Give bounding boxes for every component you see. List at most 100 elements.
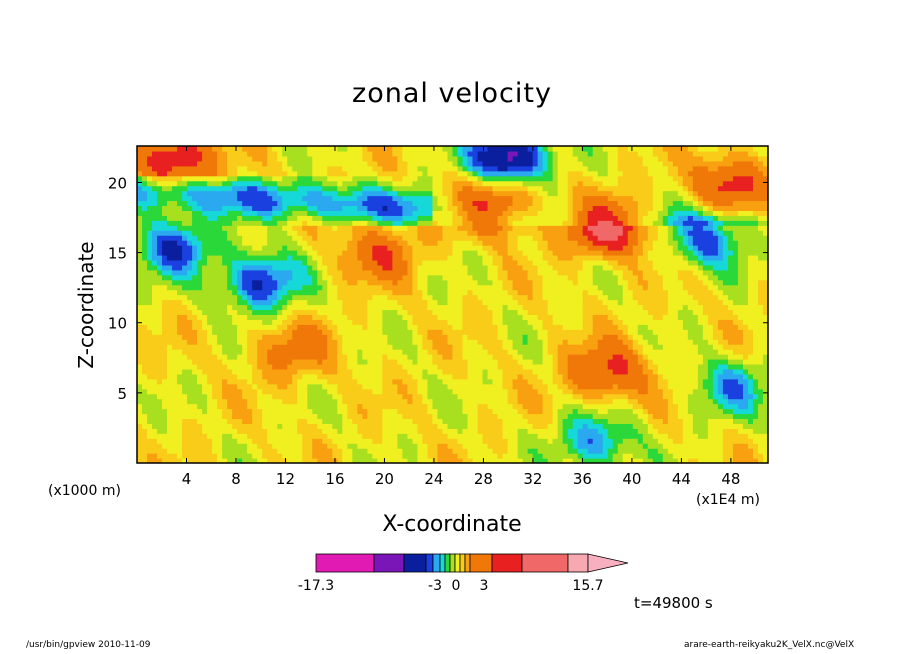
heat-cell: [492, 225, 499, 231]
heat-cell: [312, 304, 318, 311]
heat-cell: [202, 453, 208, 459]
heat-cell: [252, 210, 258, 216]
heat-cell: [307, 413, 313, 420]
heat-cell: [492, 438, 499, 444]
heat-cell: [342, 274, 348, 281]
heat-cell: [197, 155, 203, 162]
heat-cell: [357, 304, 363, 311]
heat-cell: [377, 175, 383, 182]
heat-cell: [162, 294, 168, 301]
heat-cell: [447, 443, 454, 449]
heat-cell: [227, 264, 233, 271]
heat-cell: [337, 245, 343, 251]
heat-cell: [247, 344, 253, 350]
heat-cell: [337, 220, 343, 226]
heat-cell: [472, 155, 479, 162]
heat-cell: [172, 438, 178, 444]
heat-cell: [312, 215, 318, 221]
heat-cell: [332, 254, 338, 261]
heat-cell: [222, 284, 228, 291]
heat-cell: [247, 150, 253, 157]
heat-cell: [467, 373, 474, 380]
heat-cell: [432, 453, 439, 459]
heat-cell: [332, 279, 338, 286]
heat-cell: [502, 423, 509, 429]
heat-cell: [382, 155, 388, 162]
heat-cell: [157, 269, 163, 276]
heat-cell: [337, 264, 343, 271]
heat-cell: [367, 349, 373, 355]
heat-cell: [442, 254, 449, 261]
heat-cell: [142, 264, 148, 271]
heat-cell: [337, 373, 343, 380]
heat-cell: [382, 200, 388, 207]
heat-cell: [462, 354, 469, 360]
heat-cell: [332, 289, 338, 296]
heat-cell: [397, 344, 404, 350]
heat-cell: [442, 220, 449, 226]
heat-cell: [302, 205, 308, 211]
heat-cell: [372, 190, 378, 197]
heat-cell: [312, 284, 318, 291]
heat-cell: [257, 250, 263, 256]
heat-cell: [452, 314, 459, 320]
heat-cell: [452, 403, 459, 410]
heat-cell: [407, 225, 414, 231]
heat-cell: [277, 349, 283, 355]
heat-cell: [442, 438, 449, 444]
heat-cell: [252, 358, 258, 365]
heat-cell: [402, 170, 409, 177]
heat-cell: [282, 235, 288, 241]
heat-cell: [162, 220, 168, 226]
heat-cell: [387, 215, 394, 221]
heat-cell: [337, 269, 343, 276]
heat-cell: [212, 368, 218, 375]
heat-cell: [242, 393, 248, 400]
heat-cell: [192, 185, 198, 192]
heat-cell: [362, 428, 368, 434]
heat-cell: [307, 299, 313, 306]
heat-cell: [187, 245, 193, 251]
heat-cell: [347, 448, 353, 454]
heat-cell: [162, 230, 168, 236]
heat-cell: [487, 175, 494, 182]
heat-cell: [502, 373, 509, 380]
heat-cell: [472, 388, 479, 395]
heat-cell: [487, 383, 494, 390]
heat-cell: [432, 289, 439, 296]
heat-cell: [272, 160, 278, 167]
heat-cell: [357, 155, 363, 162]
heat-cell: [492, 448, 499, 454]
heat-cell: [262, 304, 268, 311]
heat-cell: [257, 334, 263, 340]
heat-cell: [232, 259, 238, 266]
heat-cell: [187, 289, 193, 296]
heat-cell: [337, 339, 343, 345]
heat-cell: [387, 160, 394, 167]
heat-cell: [462, 155, 469, 162]
heat-cell: [237, 210, 243, 216]
heat-cell: [332, 319, 338, 325]
heat-cell: [347, 155, 353, 162]
heat-cell: [157, 438, 163, 444]
heat-cell: [467, 160, 474, 167]
heat-cell: [252, 245, 258, 251]
heat-cell: [412, 309, 419, 315]
heat-cell: [337, 408, 343, 415]
heat-cell: [162, 170, 168, 177]
heat-cell: [372, 210, 378, 216]
heat-cell: [257, 205, 263, 211]
heat-cell: [437, 438, 444, 444]
heat-cell: [467, 200, 474, 207]
heat-cell: [472, 170, 479, 177]
heat-cell: [207, 438, 213, 444]
heat-cell: [412, 334, 419, 340]
heat-cell: [512, 299, 519, 306]
heat-cell: [287, 215, 293, 221]
heat-cell: [467, 358, 474, 365]
heat-cell: [512, 205, 519, 211]
heat-cell: [332, 215, 338, 221]
heat-cell: [452, 448, 459, 454]
heat-cell: [452, 205, 459, 211]
heat-cell: [467, 383, 474, 390]
